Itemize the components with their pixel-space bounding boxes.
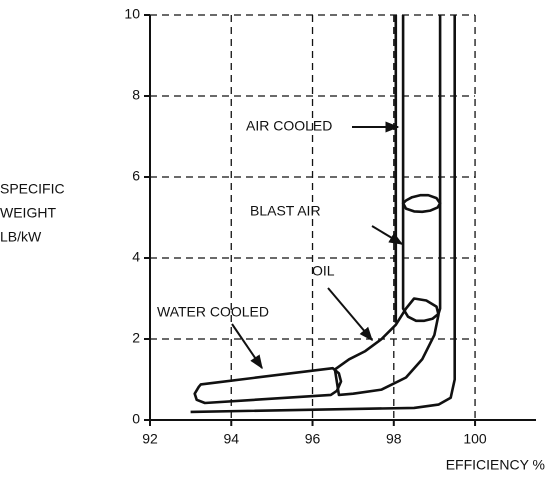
x-tick-label: 94: [223, 431, 239, 447]
y-tick-label: 2: [132, 330, 140, 346]
annotation: OIL: [312, 263, 335, 279]
y-tick-label: 4: [132, 249, 140, 265]
x-tick-label: 96: [305, 431, 321, 447]
x-tick-label: 92: [142, 431, 158, 447]
annotation: BLAST AIR: [250, 203, 321, 219]
annotation-arrow: [371, 225, 404, 245]
annotation: AIR COOLED: [246, 118, 332, 134]
x-axis-label: EFFICIENCY %: [446, 457, 545, 473]
x-tick-label: 100: [463, 431, 487, 447]
y-tick-label: 6: [132, 168, 140, 184]
y-tick-label: 0: [132, 411, 140, 427]
y-tick-label: 8: [132, 87, 140, 103]
annotation: WATER COOLED: [157, 304, 269, 320]
outline: [190, 15, 456, 414]
y-axis-label: WEIGHT: [0, 205, 56, 221]
annotation-arrow: [327, 287, 373, 342]
y-axis-label: SPECIFIC: [0, 181, 65, 197]
y-axis-label: LB/kW: [0, 229, 42, 245]
outline: [333, 297, 440, 397]
outline: [401, 15, 442, 214]
outline: [401, 193, 442, 323]
annotation-arrow: [231, 323, 263, 370]
outline: [193, 366, 343, 405]
x-tick-label: 98: [386, 431, 402, 447]
y-tick-label: 10: [124, 6, 140, 22]
